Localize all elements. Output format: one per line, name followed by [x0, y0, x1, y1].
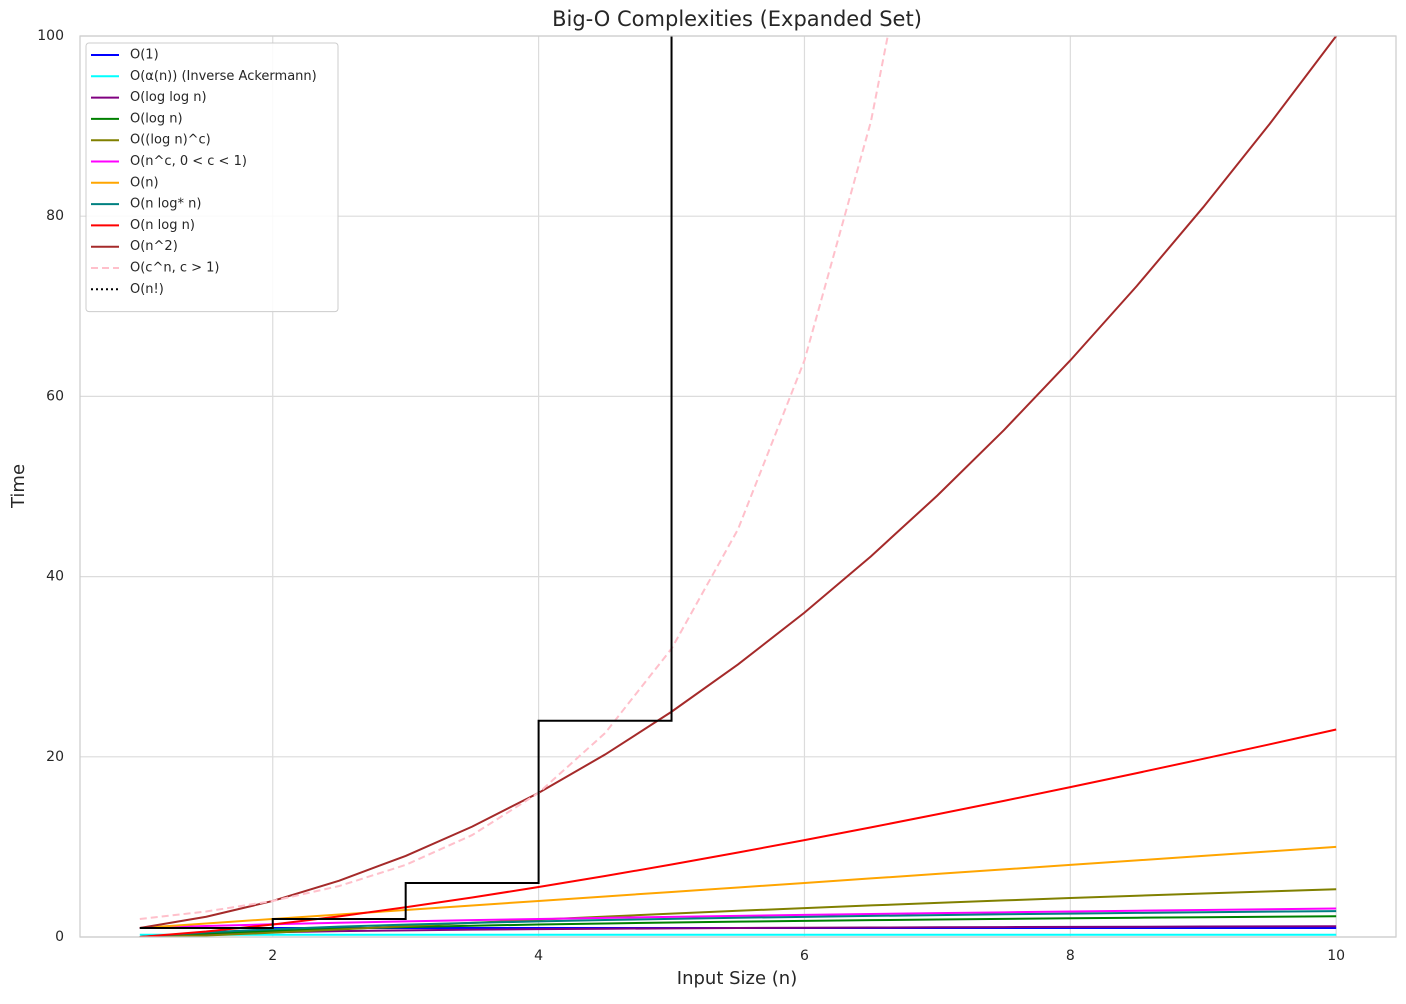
- series-line: [139, 925, 1337, 937]
- y-tick-label: 60: [46, 388, 64, 404]
- legend-label: O(n^c, 0 < c < 1): [130, 154, 247, 169]
- legend-label: O(n^2): [130, 239, 178, 254]
- y-tick-label: 40: [46, 569, 64, 585]
- y-tick-label: 0: [55, 929, 64, 945]
- legend-label: O(α(n)) (Inverse Ackermann): [130, 69, 317, 84]
- y-tick-label: 20: [46, 749, 64, 765]
- legend-label: O(n log n): [130, 218, 195, 233]
- y-tick-label: 80: [46, 208, 64, 224]
- legend: O(1) O(α(n)) (Inverse Ackermann) O(log log…: [85, 42, 339, 313]
- legend-label: O((log n)^c): [130, 133, 211, 148]
- legend-label: O(n!): [130, 282, 164, 297]
- legend-label: O(c^n, c > 1): [130, 261, 220, 276]
- x-tick-label: 10: [1327, 948, 1345, 964]
- legend-box: [85, 42, 339, 313]
- legend-label: O(n): [130, 175, 159, 190]
- series-line: [139, 36, 889, 920]
- legend-label: O(1): [130, 48, 159, 63]
- x-tick-label: 8: [1066, 948, 1075, 964]
- series-line: [139, 910, 1337, 937]
- series-line: [139, 907, 1337, 929]
- plot-frame: [79, 35, 1397, 938]
- series-line: [139, 845, 1337, 929]
- y-tick-label: 100: [37, 28, 64, 44]
- y-axis-label: Time: [8, 464, 29, 509]
- x-tick-label: 4: [534, 948, 543, 964]
- legend-label: O(log n): [130, 111, 183, 126]
- series-line: [139, 36, 1337, 929]
- legend-label: O(n log* n): [130, 197, 201, 212]
- x-tick-label: 2: [268, 948, 277, 964]
- x-tick-label: 6: [800, 948, 809, 964]
- plot-area: [139, 36, 1337, 937]
- chart-title: Big-O Complexities (Expanded Set): [552, 7, 922, 31]
- series-line: [139, 888, 1337, 937]
- legend-label: O(log log n): [130, 90, 207, 105]
- series-line: [139, 728, 1337, 937]
- x-axis-label: Input Size (n): [677, 968, 797, 989]
